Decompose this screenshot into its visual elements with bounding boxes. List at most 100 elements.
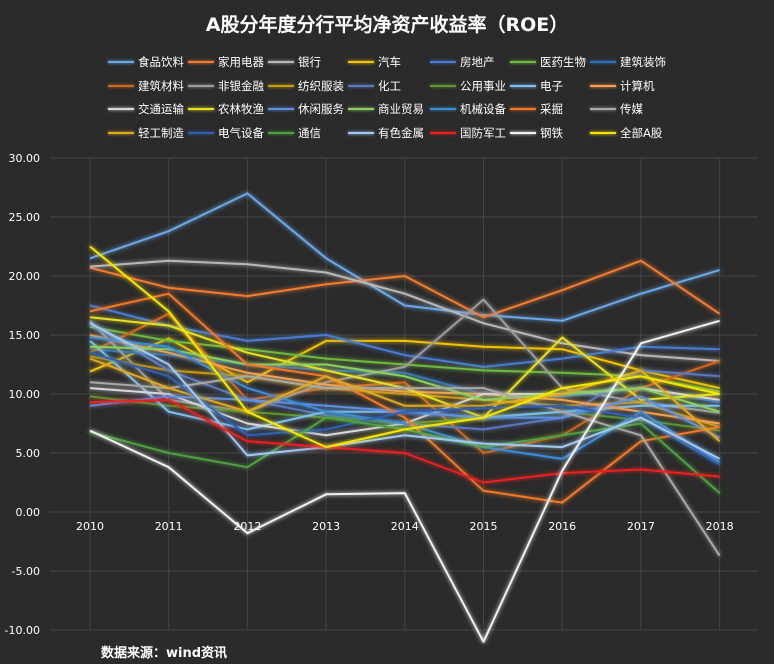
x-tick-label: 2012 — [233, 520, 261, 533]
legend-label: 医药生物 — [540, 55, 586, 69]
series-line-14 — [89, 334, 720, 425]
legend-label: 非银金融 — [218, 78, 264, 93]
legend-label: 有色金属 — [378, 126, 424, 141]
legend-swatch — [188, 132, 214, 135]
legend-item: 家用电器 — [188, 53, 264, 71]
legend-swatch — [108, 84, 134, 87]
legend-swatch — [510, 132, 536, 135]
legend-item: 银行 — [268, 53, 321, 71]
x-tick-label: 2013 — [312, 520, 340, 533]
legend-swatch — [108, 61, 134, 63]
legend-label: 房地产 — [460, 55, 495, 69]
y-tick-label: 5.00 — [16, 447, 41, 460]
y-tick-label: 0.00 — [16, 506, 41, 519]
legend-item: 钢铁 — [510, 124, 563, 142]
series-line-25 — [89, 322, 721, 460]
legend-item: 轻工制造 — [108, 124, 184, 142]
legend-swatch — [268, 108, 294, 111]
legend-item: 医药生物 — [510, 53, 586, 71]
series-line-26 — [89, 398, 720, 484]
chart-title: A股分年度分行平均净资产收益率（ROE） — [205, 14, 569, 36]
legend-label: 通信 — [298, 126, 321, 141]
x-tick-label: 2017 — [627, 520, 655, 533]
legend-label: 钢铁 — [540, 126, 563, 141]
legend-label: 家用电器 — [218, 55, 264, 69]
legend-item: 休闲服务 — [268, 100, 344, 118]
legend-label: 休闲服务 — [298, 102, 344, 117]
legend-item: 建筑材料 — [108, 77, 184, 95]
y-tick-label: 15.00 — [9, 329, 41, 342]
legend-item: 电子 — [510, 77, 563, 95]
legend-swatch — [268, 61, 294, 63]
legend-label: 化工 — [378, 78, 401, 93]
legend-swatch — [348, 132, 374, 135]
x-tick-labels: 2010 2011 2012 2013 2014 2015 2016 2017 2018 — [76, 520, 734, 533]
legend-item: 房地产 — [430, 53, 495, 71]
legend-label: 商业贸易 — [378, 102, 424, 117]
legend-item: 公用事业 — [430, 77, 506, 95]
x-tick-label: 2015 — [470, 520, 498, 533]
legend-label: 电气设备 — [218, 126, 264, 141]
legend-swatch — [348, 108, 374, 111]
x-tick-label: 2016 — [548, 520, 576, 533]
legend-swatch — [108, 132, 134, 135]
legend-swatch — [188, 108, 214, 111]
x-tick-label: 2010 — [76, 520, 104, 533]
legend-swatch — [188, 84, 214, 87]
legend-item: 交通运输 — [108, 100, 184, 118]
legend-item: 通信 — [268, 124, 321, 142]
legend-item: 全部A股 — [590, 124, 662, 142]
legend-item: 食品饮料 — [108, 53, 184, 71]
y-tick-label: 20.00 — [9, 270, 41, 283]
legend-item: 电气设备 — [188, 124, 264, 142]
legend-label: 公用事业 — [460, 78, 506, 93]
legend-label: 国防军工 — [460, 126, 506, 141]
y-tick-labels: 30.00 25.00 20.00 15.00 10.00 5.00 0.00 -5.00 -1… — [5, 152, 40, 637]
legend-swatch — [348, 61, 374, 63]
legend-item: 采掘 — [510, 100, 563, 118]
legend-swatch — [430, 132, 456, 135]
legend-item: 汽车 — [348, 53, 401, 71]
y-tick-label: -5.00 — [12, 565, 40, 578]
legend-label: 银行 — [298, 55, 321, 69]
legend-swatch — [268, 132, 294, 135]
legend-swatch — [590, 132, 616, 135]
legend-item: 农林牧渔 — [188, 100, 264, 118]
legend-item: 国防军工 — [430, 124, 506, 142]
legend-item: 非银金融 — [188, 77, 264, 95]
legend-swatch — [188, 61, 214, 63]
x-tick-label: 2014 — [391, 520, 419, 533]
legend-label: 农林牧渔 — [218, 102, 264, 117]
y-tick-label: 25.00 — [9, 211, 41, 224]
legend-item: 传媒 — [590, 100, 643, 118]
legend-swatch — [590, 61, 616, 63]
legend-item: 计算机 — [590, 77, 655, 95]
series-line-4 — [89, 337, 720, 390]
legend-swatch — [510, 61, 536, 63]
legend-item: 机械设备 — [430, 100, 506, 118]
legend-swatch — [590, 108, 616, 111]
series-line-1 — [89, 192, 720, 322]
legend-label: 传媒 — [620, 102, 643, 117]
legend-item: 有色金属 — [348, 124, 424, 142]
legend-label: 机械设备 — [460, 102, 506, 117]
legend-swatch — [430, 61, 456, 63]
series-line-27 — [89, 319, 720, 643]
legend-swatch — [590, 84, 616, 87]
legend-label: 电子 — [540, 78, 563, 93]
series-lines — [89, 192, 721, 643]
y-tick-label: 30.00 — [9, 152, 41, 165]
legend-label: 计算机 — [620, 78, 655, 93]
legend-item: 纺织服装 — [268, 77, 344, 95]
legend-swatch — [108, 108, 134, 111]
legend-label: 轻工制造 — [138, 126, 184, 141]
series-line-2 — [89, 259, 721, 319]
legend-item: 建筑装饰 — [590, 53, 666, 71]
source-note: 数据来源：wind资讯 — [101, 646, 228, 661]
legend-label: 汽车 — [378, 55, 401, 69]
legend-item: 商业贸易 — [348, 100, 424, 118]
legend-swatch — [268, 84, 294, 87]
legend-label: 交通运输 — [138, 102, 184, 117]
